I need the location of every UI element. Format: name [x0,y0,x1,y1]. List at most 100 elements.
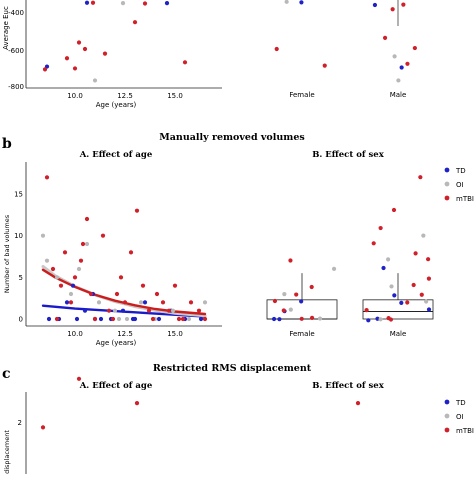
panel-b-point-oi [40,233,46,238]
legend-swatch-td [444,167,450,173]
panel-b-point-mtbi [58,283,64,288]
panel-b-point-mtbi [364,308,369,313]
panel-b-point-td [381,265,386,271]
panel-b-point-mtbi [50,266,56,272]
panel-b-point-oi [138,300,144,305]
panel-b-point-mtbi [418,175,423,180]
panel-b-point-mtbi [154,291,160,297]
panel-b-ytick: 10 [14,232,23,240]
panel-b-point-oi [76,266,82,272]
panel-b-point-oi [389,284,394,289]
legend-swatch-oi [444,181,450,187]
panel-b-point-oi [282,292,287,297]
panel-a-point-mtbi [142,1,148,6]
panel-b-point-mtbi [62,250,68,255]
panel-b-point-oi [386,257,391,262]
panel-b-point-mtbi [160,300,166,305]
panel-b-point-td [366,318,371,323]
panel-a-point-td [399,65,404,70]
panel-b-point-mtbi [180,316,186,322]
panel-b-point-td [98,316,104,322]
panel-b-point-td [299,299,304,304]
panel-b-point-td [64,300,70,305]
panel-b-age-points [40,175,208,322]
panel-b-point-td [82,308,88,313]
panel-b-point-oi [116,316,122,322]
panel-a-sex-tick: Male [390,91,407,99]
panel-b-point-mtbi [114,291,120,297]
panel-a-point-mtbi [132,20,138,25]
panel-b-point-oi [186,316,192,322]
panel-a-xtick: 15.0 [167,92,183,100]
legend-c-label-td: TD [455,399,466,407]
panel-b-point-mtbi [196,308,202,313]
panel-b-point-mtbi [100,233,106,238]
panel-a-point-td [84,0,90,5]
panel-b-point-oi [378,317,383,322]
panel-b-point-mtbi [405,300,410,305]
panel-b-point-oi [124,316,130,322]
panel-b-point-td [198,316,204,322]
panel-a-point-td [372,2,378,8]
panel-b-point-mtbi [299,316,304,321]
panel-b-point-oi [202,300,208,305]
panel-a-point-oi [396,78,401,83]
panel-b-point-oi [68,291,74,297]
legend-label-mtbi: mTBI [456,195,474,203]
legend-swatch-mtbi [444,195,450,201]
panel-b-point-mtbi [426,276,432,281]
panel-b-point-oi [96,300,102,305]
panel-b-sex-tick: Female [289,330,314,338]
panel-b-point-mtbi [371,241,376,246]
panel-a-ytick: -600 [8,47,24,55]
panel-c-point-mtbi [355,401,361,406]
panel-a-point-mtbi [405,61,410,66]
panel-a-point-oi [392,54,397,59]
panel-b-point-td [399,300,404,305]
panel-c-title: Restricted RMS displacement [153,363,312,374]
panel-b-point-mtbi [272,298,278,304]
panel-b-point-td [277,317,282,322]
panel-b-xtick: 15.0 [167,330,183,338]
panel-b-ylabel: Number of bad volumes [3,214,11,293]
panel-b: b Manually removed volumes A. Effect of … [2,132,474,347]
legend-c-swatch-oi [444,413,450,419]
panel-b-point-td [426,307,432,312]
panel-b-point-mtbi [150,316,156,322]
panel-a-xtick: 12.5 [117,92,133,100]
panel-a-point-mtbi [82,46,88,52]
panel-a-xlabel: Age (years) [96,101,137,109]
panel-b-point-oi [44,258,50,263]
panel-b-point-mtbi [44,175,50,180]
panel-b-point-td [375,316,380,321]
panel-b-point-mtbi [294,292,299,297]
legend-label-oi: OI [456,181,464,189]
panel-b-point-oi [54,275,60,280]
panel-b-point-mtbi [54,316,60,322]
legend-c-swatch-mtbi [444,427,450,433]
panel-b-point-mtbi [84,216,90,222]
panel-b-xtick: 10.0 [67,330,83,338]
panel-c-ylabel: displacement [3,430,11,474]
panel-b-point-mtbi [166,308,172,313]
legend-c-swatch-td [444,399,450,405]
panel-b-point-oi [317,316,323,321]
panel-a-point-mtbi [401,2,406,7]
panel-b-title: Manually removed volumes [159,132,304,143]
panel-b-point-td [132,316,138,322]
panel-b-point-mtbi [419,292,424,297]
legend-c: TD OI mTBI [444,399,474,435]
panel-b-point-oi [331,266,337,271]
panel-a-point-td [299,0,304,5]
panel-a-point-mtbi [322,63,327,68]
panel-b-point-mtbi [106,308,112,313]
panel-a-point-mtbi [182,60,188,65]
panel-a-ytick: -400 [8,9,24,17]
panel-a-xtick: 10.0 [67,92,83,100]
panel-c-point-mtbi [40,425,46,430]
panel-b-point-mtbi [309,284,314,290]
panel-b-point-oi [112,308,118,313]
panel-b-point-mtbi [426,257,431,262]
panel-b-point-mtbi [78,258,84,263]
